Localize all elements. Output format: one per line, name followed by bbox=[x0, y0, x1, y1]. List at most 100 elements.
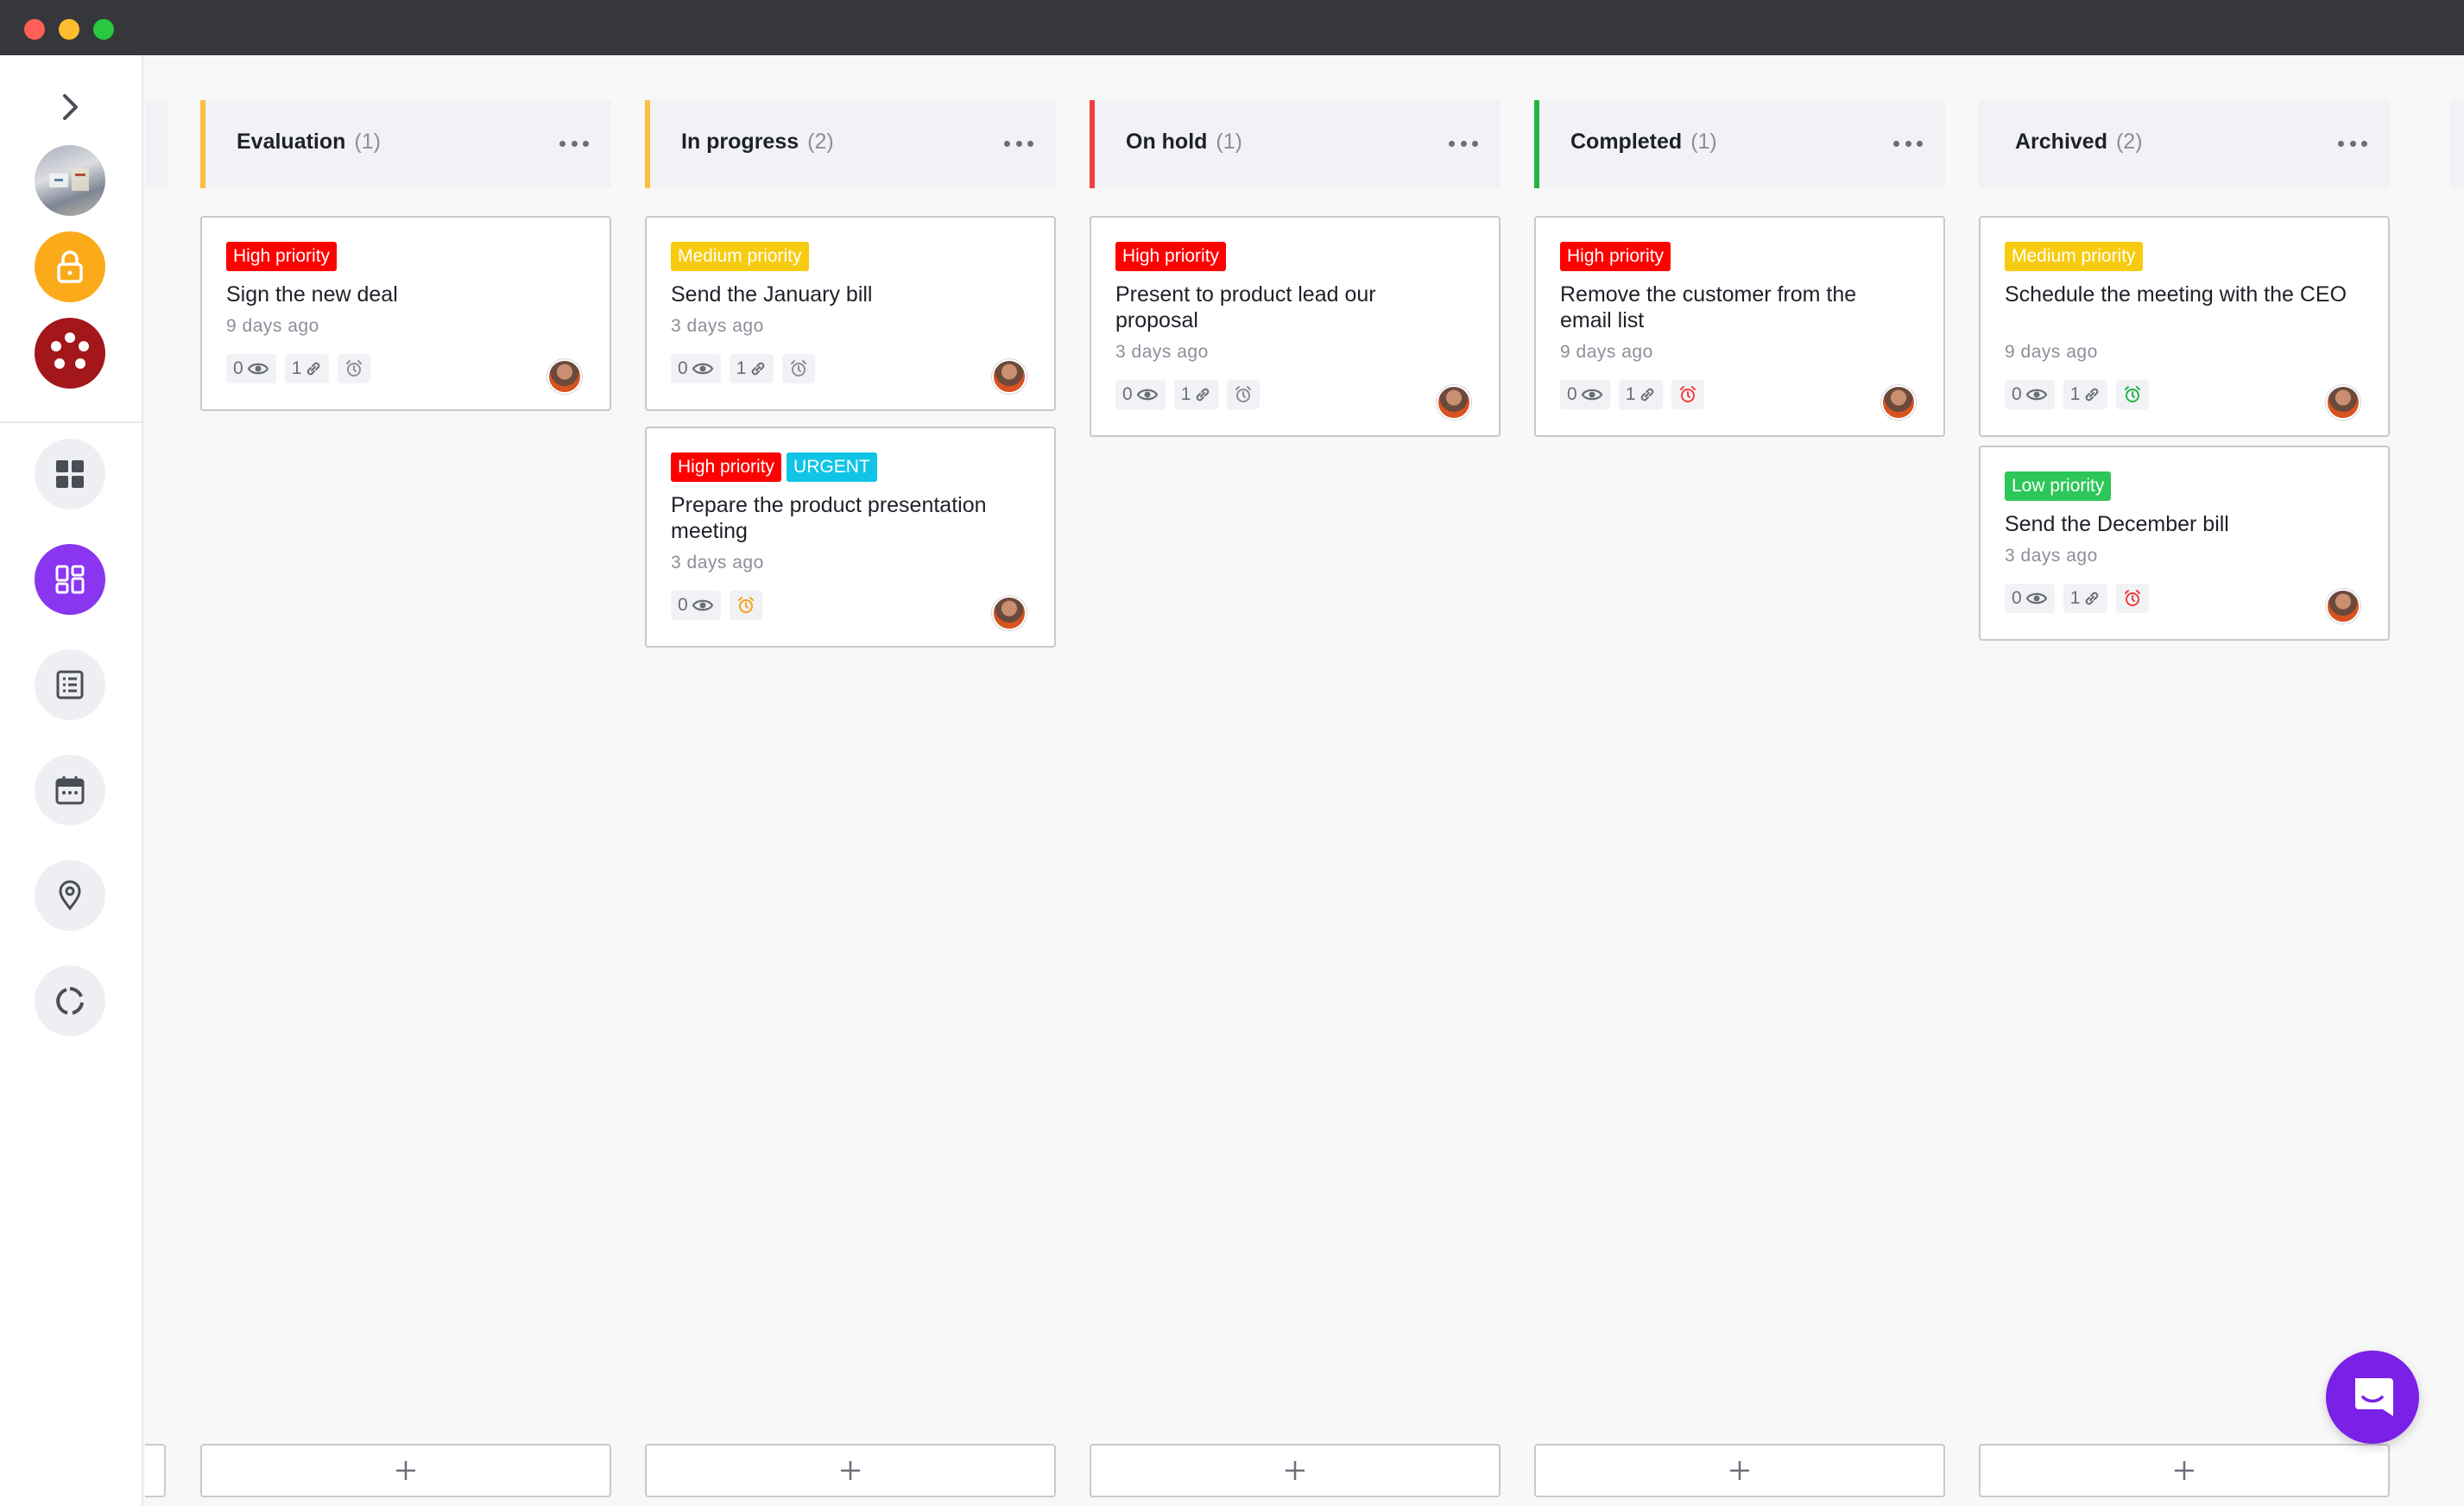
add-card-button[interactable] bbox=[645, 1444, 1056, 1497]
views-chip[interactable]: 0 bbox=[1560, 380, 1610, 409]
sidebar-item-reports[interactable] bbox=[35, 965, 105, 1036]
column-header[interactable]: In progress (2) bbox=[645, 100, 1056, 188]
add-card-button[interactable] bbox=[1534, 1444, 1945, 1497]
alarm-clock-icon bbox=[2125, 386, 2141, 402]
window-titlebar bbox=[0, 0, 2464, 55]
alarm-chip[interactable] bbox=[1671, 380, 1705, 409]
more-options-icon[interactable] bbox=[1449, 133, 1478, 154]
chevron-right-icon[interactable] bbox=[57, 88, 85, 126]
sidebar-item-calendar[interactable] bbox=[35, 755, 105, 826]
eye-icon bbox=[2025, 592, 2047, 604]
add-card-button[interactable] bbox=[1979, 1444, 2390, 1497]
link-icon bbox=[2086, 592, 2099, 605]
task-card[interactable]: High priority URGENT Prepare the product… bbox=[645, 427, 1056, 648]
priority-tag: High priority bbox=[671, 452, 782, 482]
maximize-window-button[interactable] bbox=[93, 19, 114, 40]
assignee-avatar[interactable] bbox=[1437, 385, 1471, 420]
sidebar-item-board[interactable] bbox=[35, 544, 105, 615]
sidebar-item-map[interactable] bbox=[35, 860, 105, 931]
card-title: Send the January bill bbox=[671, 282, 873, 307]
plus-icon bbox=[841, 1461, 860, 1480]
links-count: 1 bbox=[291, 358, 302, 378]
views-count: 0 bbox=[1567, 384, 1577, 404]
views-chip[interactable]: 0 bbox=[671, 354, 721, 383]
card-title: Present to product lead our proposal bbox=[1115, 282, 1376, 332]
more-options-icon[interactable] bbox=[1893, 133, 1923, 154]
card-timestamp: 9 days ago bbox=[226, 316, 319, 336]
column-header[interactable]: Archived (2) bbox=[1979, 100, 2390, 188]
chat-icon bbox=[2355, 1378, 2393, 1416]
card-title: Send the December bill bbox=[2005, 512, 2229, 536]
previous-column-add-button[interactable] bbox=[145, 1444, 166, 1497]
column-count: (2) bbox=[2115, 130, 2143, 154]
column-header[interactable]: Completed (1) bbox=[1534, 100, 1945, 188]
task-card[interactable]: Medium priority Schedule the meeting wit… bbox=[1979, 216, 2390, 437]
column-evaluation: Evaluation (1) High priority Sign the new… bbox=[200, 100, 611, 1499]
assignee-avatar[interactable] bbox=[1881, 385, 1916, 420]
alarm-chip[interactable] bbox=[1227, 380, 1260, 409]
links-count: 1 bbox=[1180, 384, 1191, 404]
links-count: 1 bbox=[736, 358, 747, 378]
links-chip[interactable]: 1 bbox=[1618, 380, 1664, 409]
alarm-chip[interactable] bbox=[729, 591, 762, 620]
task-card[interactable]: High priority Sign the new deal 9 days a… bbox=[200, 216, 611, 411]
task-card[interactable]: Low priority Send the December bill 3 da… bbox=[1979, 446, 2390, 641]
chat-launcher-button[interactable] bbox=[2326, 1351, 2419, 1444]
more-options-icon[interactable] bbox=[2338, 133, 2367, 154]
task-card[interactable]: High priority Present to product lead ou… bbox=[1090, 216, 1501, 437]
links-chip[interactable]: 1 bbox=[729, 354, 774, 383]
alarm-clock-icon bbox=[1235, 386, 1252, 402]
next-column-header bbox=[2450, 100, 2464, 188]
alarm-chip[interactable] bbox=[338, 354, 371, 383]
lock-icon bbox=[57, 250, 83, 283]
column-title: Evaluation (1) bbox=[237, 130, 381, 154]
task-card[interactable]: Medium priority Send the January bill 3 … bbox=[645, 216, 1056, 411]
links-chip[interactable]: 1 bbox=[1173, 380, 1219, 409]
views-chip[interactable]: 0 bbox=[2005, 584, 2055, 613]
eye-icon bbox=[2025, 389, 2047, 401]
priority-tag: High priority bbox=[1115, 242, 1227, 271]
alarm-chip[interactable] bbox=[2116, 380, 2150, 409]
links-chip[interactable]: 1 bbox=[284, 354, 330, 383]
links-chip[interactable]: 1 bbox=[2063, 380, 2108, 409]
sidebar-item-dashboard[interactable] bbox=[35, 439, 105, 509]
column-header[interactable]: On hold (1) bbox=[1090, 100, 1501, 188]
assignee-avatar[interactable] bbox=[2326, 385, 2360, 420]
eye-icon bbox=[692, 363, 713, 375]
eye-icon bbox=[692, 599, 713, 611]
task-card[interactable]: High priority Remove the customer from t… bbox=[1534, 216, 1945, 437]
close-window-button[interactable] bbox=[24, 19, 45, 40]
add-card-button[interactable] bbox=[1090, 1444, 1501, 1497]
more-options-icon[interactable] bbox=[559, 133, 589, 154]
workspace-avatar[interactable] bbox=[35, 145, 105, 216]
priority-tag: High priority bbox=[1560, 242, 1671, 271]
assignee-avatar[interactable] bbox=[2326, 589, 2360, 623]
alarm-chip[interactable] bbox=[782, 354, 816, 383]
more-options-icon[interactable] bbox=[1004, 133, 1033, 154]
assignee-avatar[interactable] bbox=[547, 359, 582, 394]
views-count: 0 bbox=[2012, 588, 2022, 608]
minimize-window-button[interactable] bbox=[59, 19, 79, 40]
eye-icon bbox=[247, 363, 269, 375]
views-chip[interactable]: 0 bbox=[2005, 380, 2055, 409]
add-card-button[interactable] bbox=[200, 1444, 611, 1497]
sidebar-item-list[interactable] bbox=[35, 649, 105, 720]
assignee-avatar[interactable] bbox=[992, 596, 1027, 630]
alarm-clock-icon bbox=[791, 360, 807, 376]
app-logo-button[interactable] bbox=[35, 318, 105, 389]
assignee-avatar[interactable] bbox=[992, 359, 1027, 394]
card-title: Prepare the product presentation meeting bbox=[671, 493, 987, 543]
plus-icon bbox=[396, 1461, 415, 1480]
views-chip[interactable]: 0 bbox=[1115, 380, 1166, 409]
lock-button[interactable] bbox=[35, 231, 105, 302]
link-icon bbox=[307, 362, 320, 376]
links-chip[interactable]: 1 bbox=[2063, 584, 2108, 613]
eye-icon bbox=[1581, 389, 1602, 401]
views-chip[interactable]: 0 bbox=[226, 354, 276, 383]
views-chip[interactable]: 0 bbox=[671, 591, 721, 620]
sidebar bbox=[0, 55, 143, 1506]
column-header[interactable]: Evaluation (1) bbox=[200, 100, 611, 188]
views-count: 0 bbox=[678, 595, 688, 615]
alarm-chip[interactable] bbox=[2116, 584, 2150, 613]
plus-icon bbox=[1286, 1461, 1305, 1480]
